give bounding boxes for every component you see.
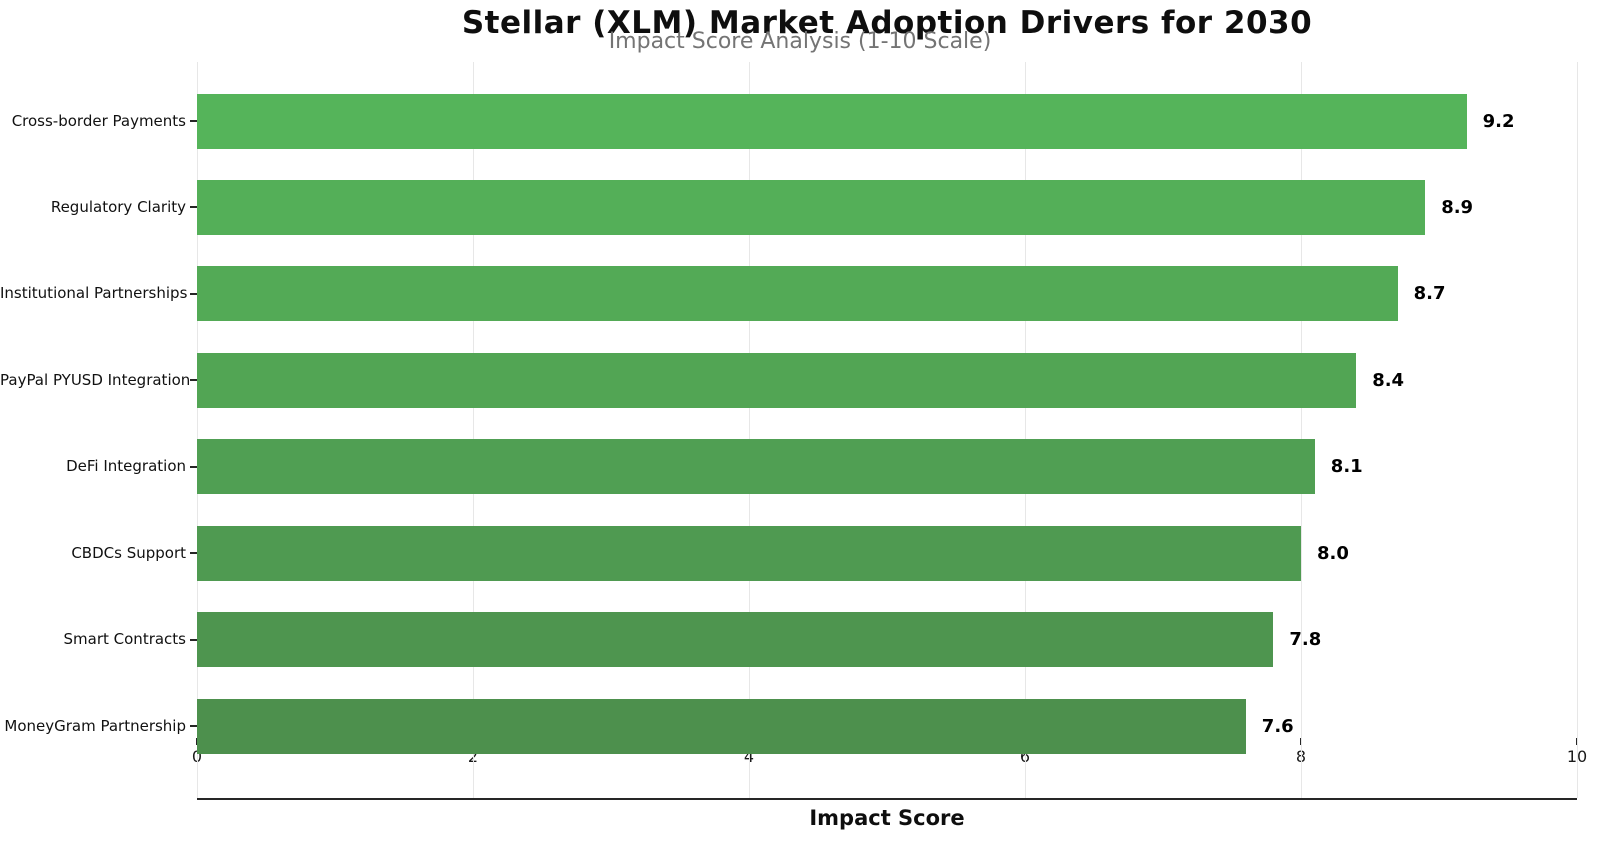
gridline xyxy=(1577,62,1578,798)
y-axis-tick xyxy=(190,638,197,641)
bar-row: Smart Contracts 7.8 xyxy=(0,612,1600,668)
chart-title: Stellar (XLM) Market Adoption Drivers fo… xyxy=(461,5,1313,41)
bar-row: Cross-border Payments 9.2 xyxy=(0,93,1600,149)
bar xyxy=(197,352,1357,408)
category-label: DeFi Integration xyxy=(66,457,186,476)
bar-row: DeFi Integration 8.1 xyxy=(0,439,1600,495)
bars-layer: Cross-border Payments 9.2 Regulatory Clari… xyxy=(0,62,1600,798)
value-label: 8.0 xyxy=(1317,542,1349,564)
bar-row: PayPal PYUSD Integration 8.4 xyxy=(0,352,1600,408)
y-axis-tick xyxy=(190,725,197,727)
x-axis-label: Impact Score xyxy=(809,806,965,830)
value-label: 7.8 xyxy=(1289,629,1322,651)
y-axis-tick xyxy=(190,465,197,468)
value-label: 7.6 xyxy=(1261,715,1294,737)
bar xyxy=(197,525,1301,581)
value-label: 8.7 xyxy=(1413,283,1446,305)
value-label: 8.1 xyxy=(1330,456,1363,478)
x-axis-tick-label: 10 xyxy=(1566,747,1588,766)
category-label: Regulatory Clarity xyxy=(50,197,186,216)
gridline xyxy=(1301,62,1302,798)
y-axis-tick xyxy=(190,552,197,555)
bar xyxy=(197,698,1246,754)
y-axis-tick xyxy=(190,292,197,295)
category-label: Smart Contracts xyxy=(63,630,186,649)
gridline xyxy=(749,62,750,798)
category-label: MoneyGram Partnership xyxy=(4,716,186,735)
gridline xyxy=(1025,62,1026,798)
y-axis-tick xyxy=(190,206,197,209)
bar-row: MoneyGram Partnership 7.6 xyxy=(0,698,1600,754)
plot-area xyxy=(197,62,1578,800)
bar xyxy=(197,266,1398,322)
category-label: Cross-border Payments xyxy=(11,111,186,130)
bar-row: CBDCs Support 8.0 xyxy=(0,525,1600,581)
value-label: 8.9 xyxy=(1441,196,1474,218)
category-label: Institutional Partnerships xyxy=(0,284,188,303)
bar xyxy=(197,612,1274,668)
gridline xyxy=(473,62,474,798)
bar xyxy=(197,93,1467,149)
bar-row: Regulatory Clarity 8.9 xyxy=(0,179,1600,235)
gridline xyxy=(197,62,198,798)
value-label: 8.4 xyxy=(1372,369,1405,391)
value-label: 9.2 xyxy=(1482,110,1515,132)
chart-subtitle: Impact Score Analysis (1-10 Scale) xyxy=(608,29,992,54)
category-label: PayPal PYUSD Integration xyxy=(0,370,191,389)
bar xyxy=(197,179,1426,235)
y-axis-tick xyxy=(190,120,197,122)
category-label: CBDCs Support xyxy=(71,543,186,562)
bar-row: Institutional Partnerships 8.7 xyxy=(0,266,1600,322)
y-axis-tick xyxy=(190,379,197,382)
bar xyxy=(197,439,1315,495)
